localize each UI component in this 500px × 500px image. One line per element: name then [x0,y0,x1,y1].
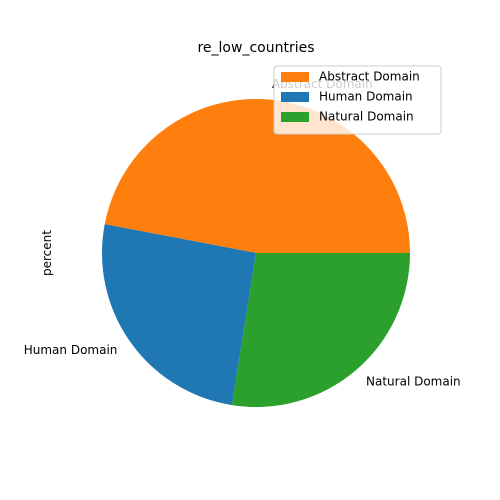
chart-title: re_low_countries [197,40,314,56]
pie-slice-human-domain [102,224,256,406]
legend-swatch-abstract-domain [281,72,309,82]
pie-slice-natural-domain [231,253,410,407]
y-axis-label: percent [40,230,54,276]
slice-label-human-domain: Human Domain [24,343,118,357]
legend-frame [273,65,442,135]
legend: Abstract Domain Human Domain Natural Domai… [273,65,442,135]
legend-swatch-human-domain [281,92,309,102]
slice-label-natural-domain: Natural Domain [366,374,461,388]
legend-swatch-natural-domain [281,112,309,122]
legend-label-natural-domain: Natural Domain [319,110,414,124]
pie-slice-abstract-domain [104,99,411,253]
legend-label-human-domain: Human Domain [319,90,413,104]
legend-label-abstract-domain: Abstract Domain [319,70,420,84]
pie-slices [102,99,411,407]
